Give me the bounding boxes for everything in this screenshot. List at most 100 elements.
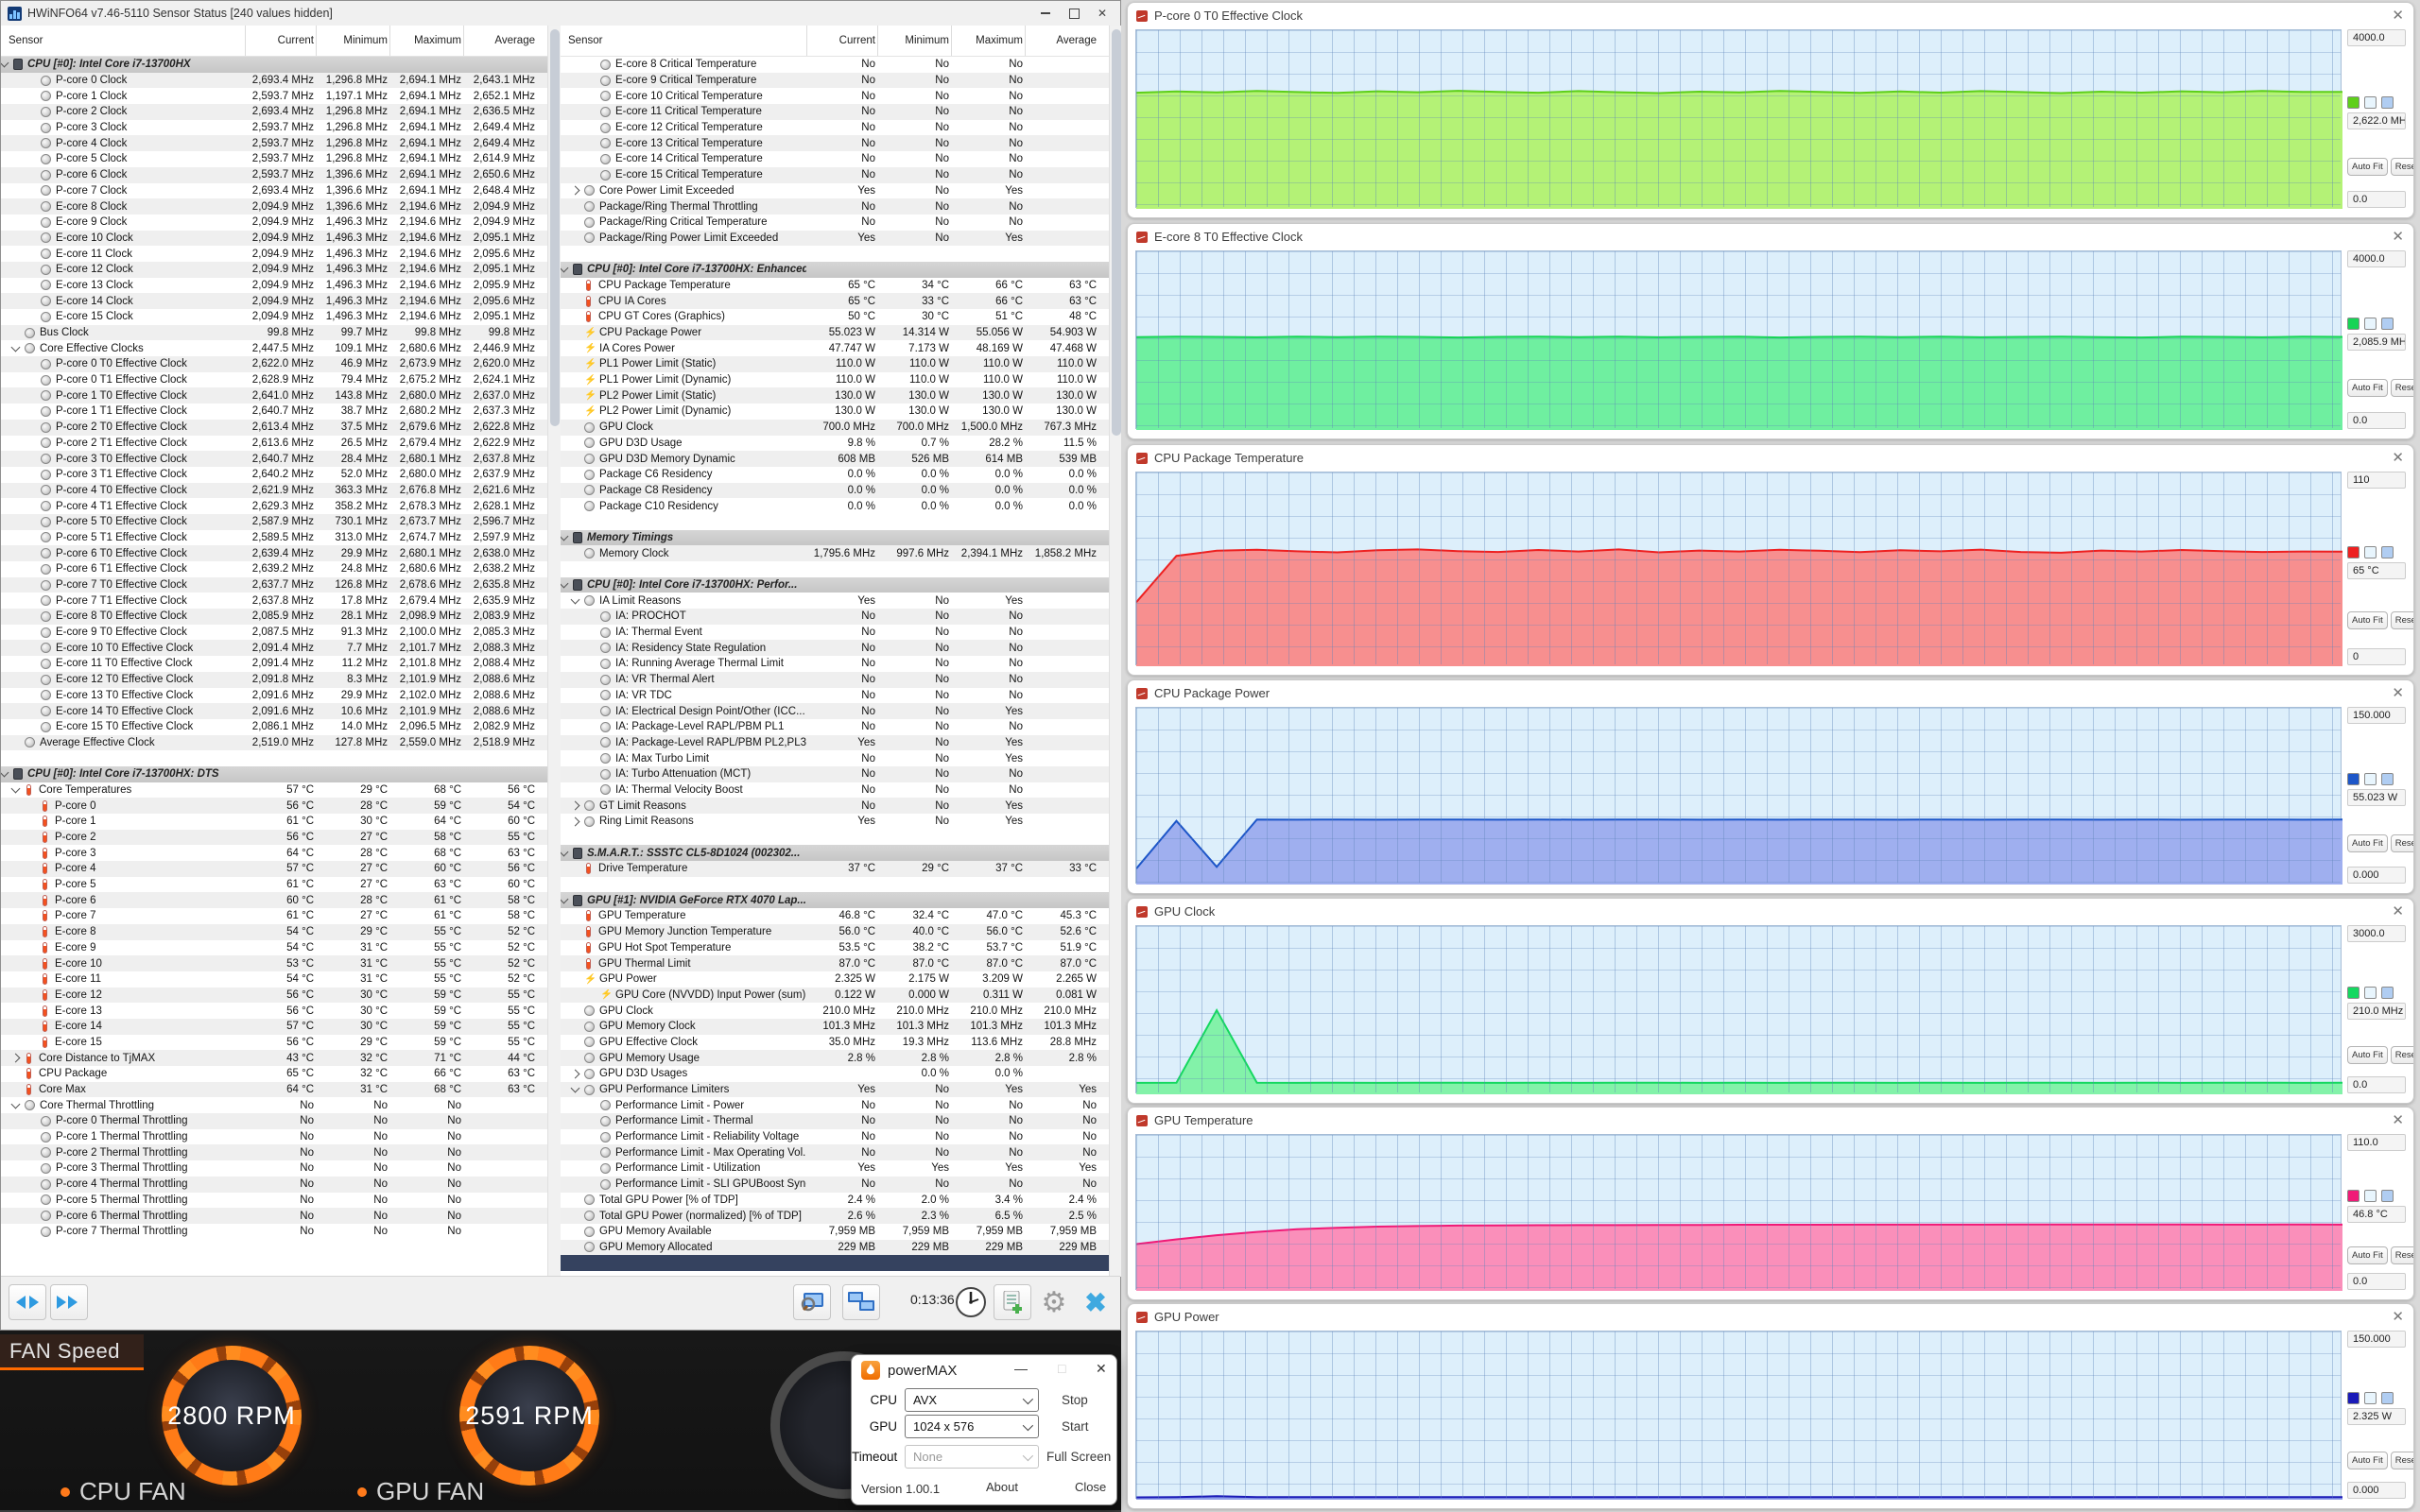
sensor-row[interactable]: P-core 5 T1 Effective Clock 2,589.5 MHz 31… (1, 530, 547, 546)
sensor-row[interactable]: P-core 3 Thermal Throttling No No No (1, 1160, 547, 1177)
background-color-swatch[interactable] (2364, 318, 2377, 330)
gear-icon[interactable]: ⚙ (1041, 1286, 1067, 1318)
graph-plot-area[interactable] (1135, 1134, 2342, 1291)
sensor-row[interactable]: E-core 11 Clock 2,094.9 MHz 1,496.3 MHz 2,1… (1, 246, 547, 262)
sensor-row[interactable]: E-core 13 Clock 2,094.9 MHz 1,496.3 MHz 2,1… (1, 278, 547, 294)
fast-forward-button[interactable] (50, 1284, 88, 1320)
sensor-row[interactable]: E-core 14 57 °C 30 °C 59 °C 55 °C (1, 1018, 547, 1035)
sensor-row[interactable]: E-core 10 Clock 2,094.9 MHz 1,496.3 MHz 2,1… (1, 230, 547, 247)
sensor-row[interactable]: P-core 6 60 °C 28 °C 61 °C 58 °C (1, 892, 547, 909)
timeout-dropdown[interactable]: None (905, 1444, 1039, 1469)
sensor-row[interactable]: P-core 7 Thermal Throttling No No No (1, 1224, 547, 1240)
sensor-row[interactable]: E-core 15 Critical Temperature No No No (561, 166, 1109, 183)
grid-color-swatch[interactable] (2381, 987, 2394, 999)
background-color-swatch[interactable] (2364, 1190, 2377, 1202)
sensor-row[interactable]: IA: Package-Level RAPL/PBM PL2,PL3 Yes No Y… (561, 734, 1109, 751)
sensor-row[interactable]: E-core 8 T0 Effective Clock 2,085.9 MHz 28… (1, 609, 547, 625)
sensor-row[interactable]: P-core 5 T0 Effective Clock 2,587.9 MHz 73… (1, 513, 547, 530)
auto-fit-button[interactable]: Auto Fit (2347, 379, 2388, 397)
sensor-row[interactable]: GPU Temperature 46.8 °C 32.4 °C 47.0 °C 45.3… (561, 908, 1109, 924)
chevron-expanded-icon[interactable] (561, 894, 569, 904)
sensor-row[interactable]: Core Temperatures 57 °C 29 °C 68 °C 56 °C (1, 782, 547, 799)
section-header-row[interactable]: Memory Timings (561, 529, 1109, 546)
sensor-row[interactable]: P-core 1 Thermal Throttling No No No (1, 1129, 547, 1145)
sensor-row[interactable]: P-core 2 T0 Effective Clock 2,613.4 MHz 37… (1, 419, 547, 436)
auto-fit-button[interactable]: Auto Fit (2347, 1246, 2388, 1264)
sensor-row[interactable]: E-core 14 Critical Temperature No No No (561, 151, 1109, 167)
sensor-row[interactable]: P-core 4 T1 Effective Clock 2,629.3 MHz 35… (1, 498, 547, 514)
sensor-row[interactable]: ⚡ CPU Package Power 55.023 W 14.314 W 55.056… (561, 324, 1109, 341)
series-color-swatch[interactable] (2347, 773, 2360, 785)
exit-icon[interactable]: ✖ (1084, 1287, 1107, 1317)
sensor-row[interactable]: E-core 11 Critical Temperature No No No (561, 104, 1109, 120)
chevron-expanded-icon[interactable] (1, 59, 9, 68)
sensor-row[interactable]: GPU Memory Allocated 229 MB 229 MB 229 MB 22… (561, 1239, 1109, 1256)
middle-pane-scrollbar[interactable] (1109, 26, 1122, 1277)
background-color-swatch[interactable] (2364, 987, 2377, 999)
chevron-collapsed-icon[interactable] (10, 1053, 21, 1063)
section-header-row[interactable]: GPU [#1]: NVIDIA GeForce RTX 4070 Lap... (561, 892, 1109, 909)
series-color-swatch[interactable] (2347, 318, 2360, 330)
reset-button[interactable]: Reset (2390, 1452, 2413, 1469)
column-header-middle[interactable]: Sensor Current Minimum Maximum Average (561, 26, 1109, 57)
sensor-row[interactable]: IA: VR TDC No No No (561, 688, 1109, 704)
sensor-row[interactable]: Performance Limit - Thermal No No No No (561, 1113, 1109, 1129)
sensor-row[interactable]: P-core 2 T1 Effective Clock 2,613.6 MHz 26… (1, 436, 547, 452)
sensor-row[interactable]: IA Limit Reasons Yes No Yes (561, 593, 1109, 609)
column-header-left[interactable]: Sensor Current Minimum Maximum Average (1, 26, 547, 57)
sensor-row[interactable]: P-core 1 Clock 2,593.7 MHz 1,197.1 MHz 2,69… (1, 88, 547, 104)
sensor-row[interactable]: IA: Running Average Thermal Limit No No No (561, 656, 1109, 672)
close-icon[interactable]: ✕ (2392, 1309, 2404, 1325)
section-header-row[interactable]: CPU [#0]: Intel Core i7-13700HX: Perfor.… (561, 576, 1109, 593)
section-header-row[interactable]: CPU [#0]: Intel Core i7-13700HX (1, 57, 547, 73)
sensor-row[interactable]: Package/Ring Power Limit Exceeded Yes No Ye… (561, 230, 1109, 247)
left-pane-scrollbar[interactable] (547, 26, 561, 1277)
series-color-swatch[interactable] (2347, 96, 2360, 109)
sensor-row[interactable]: IA: Residency State Regulation No No No (561, 640, 1109, 657)
sensor-row[interactable] (561, 1255, 1109, 1271)
sensor-row[interactable]: P-core 3 64 °C 28 °C 68 °C 63 °C (1, 845, 547, 861)
chevron-expanded-icon[interactable] (561, 531, 569, 541)
chevron-expanded-icon[interactable] (1, 768, 9, 778)
graph-plot-area[interactable] (1135, 707, 2342, 885)
sensor-row[interactable]: P-core 3 Clock 2,593.7 MHz 1,296.8 MHz 2,69… (1, 120, 547, 136)
grid-color-swatch[interactable] (2381, 318, 2394, 330)
sensor-row[interactable]: P-core 1 T1 Effective Clock 2,640.7 MHz 38… (1, 404, 547, 420)
sensor-row[interactable]: E-core 14 T0 Effective Clock 2,091.6 MHz 1… (1, 703, 547, 719)
powermax-minimize-icon[interactable]: — (1014, 1361, 1028, 1376)
sensor-row[interactable]: Package/Ring Critical Temperature No No No (561, 215, 1109, 231)
sensor-row[interactable]: E-core 15 Clock 2,094.9 MHz 1,496.3 MHz 2,1… (1, 309, 547, 325)
series-color-swatch[interactable] (2347, 1392, 2360, 1404)
section-header-row[interactable]: CPU [#0]: Intel Core i7-13700HX: DTS (1, 765, 547, 782)
sensor-row[interactable]: Drive Temperature 37 °C 29 °C 37 °C 33 °C (561, 861, 1109, 877)
sensor-row[interactable]: E-core 15 T0 Effective Clock 2,086.1 MHz 1… (1, 719, 547, 735)
graph-plot-area[interactable] (1135, 250, 2342, 430)
sensor-row[interactable]: P-core 5 61 °C 27 °C 63 °C 60 °C (1, 877, 547, 893)
sensor-row[interactable]: E-core 12 T0 Effective Clock 2,091.8 MHz 8… (1, 671, 547, 688)
grid-color-swatch[interactable] (2381, 546, 2394, 558)
sensor-row[interactable]: E-core 15 56 °C 29 °C 59 °C 55 °C (1, 1035, 547, 1051)
close-button[interactable]: Close (1075, 1480, 1107, 1494)
chevron-expanded-icon[interactable] (570, 1084, 580, 1093)
series-color-swatch[interactable] (2347, 1190, 2360, 1202)
sensor-row[interactable]: P-core 7 T1 Effective Clock 2,637.8 MHz 17… (1, 593, 547, 609)
sensor-row[interactable]: P-core 0 56 °C 28 °C 59 °C 54 °C (1, 798, 547, 814)
sensor-row[interactable]: IA: VR Thermal Alert No No No (561, 671, 1109, 688)
sensor-row[interactable]: GPU Memory Usage 2.8 % 2.8 % 2.8 % 2.8 % (561, 1050, 1109, 1066)
sensor-row[interactable]: P-core 4 Clock 2,593.7 MHz 1,296.8 MHz 2,69… (1, 135, 547, 152)
sensor-row[interactable]: P-core 0 Thermal Throttling No No No (1, 1113, 547, 1129)
powermax-close-icon[interactable]: ✕ (1096, 1361, 1107, 1376)
sensor-row[interactable]: Package C8 Residency 0.0 % 0.0 % 0.0 % 0.0 % (561, 482, 1109, 499)
chevron-expanded-icon[interactable] (10, 342, 21, 352)
background-color-swatch[interactable] (2364, 546, 2377, 558)
sensor-row[interactable]: Performance Limit - Max Operating Vol...… (561, 1144, 1109, 1161)
graph-plot-area[interactable] (1135, 29, 2342, 209)
sensor-row[interactable]: CPU IA Cores 65 °C 33 °C 66 °C 63 °C (561, 293, 1109, 309)
column-sensor[interactable]: Sensor (9, 35, 43, 46)
sensor-row[interactable]: GPU Memory Junction Temperature 56.0 °C 40… (561, 923, 1109, 940)
grid-color-swatch[interactable] (2381, 96, 2394, 109)
sensor-row[interactable]: P-core 6 T1 Effective Clock 2,639.2 MHz 24… (1, 561, 547, 577)
sensor-row[interactable]: IA: Package-Level RAPL/PBM PL1 No No No (561, 719, 1109, 735)
sensor-row[interactable]: ⚡ IA Cores Power 47.747 W 7.173 W 48.169 W 47… (561, 340, 1109, 356)
sensor-row[interactable]: E-core 10 T0 Effective Clock 2,091.4 MHz 7… (1, 640, 547, 657)
